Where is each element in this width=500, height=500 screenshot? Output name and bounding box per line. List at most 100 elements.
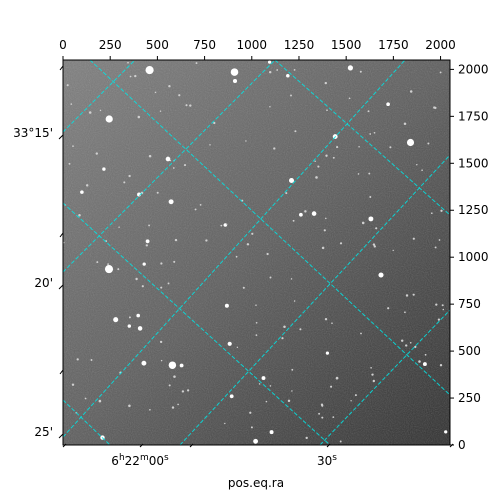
star	[414, 345, 417, 348]
sky-image	[63, 60, 450, 445]
star	[128, 174, 131, 178]
star	[315, 176, 318, 179]
star	[107, 263, 109, 265]
star	[159, 340, 163, 344]
top-tick-label: 1250	[284, 38, 315, 52]
star	[325, 351, 330, 355]
star	[368, 216, 374, 222]
star	[85, 184, 89, 187]
star	[235, 255, 238, 258]
star	[156, 191, 159, 194]
right-tick-label: 750	[458, 297, 481, 311]
star	[405, 344, 408, 347]
star	[249, 411, 252, 414]
bottom-tick-mark	[326, 443, 331, 448]
star	[311, 211, 317, 216]
star	[314, 160, 316, 163]
star	[104, 265, 114, 274]
star	[437, 318, 441, 321]
star	[416, 163, 418, 166]
star	[293, 69, 296, 71]
star	[71, 383, 75, 386]
star	[189, 104, 192, 107]
star	[168, 85, 171, 88]
star	[128, 404, 131, 408]
star	[266, 252, 269, 256]
star	[286, 73, 290, 78]
star	[339, 242, 343, 245]
star	[347, 65, 353, 71]
star	[96, 261, 99, 264]
star	[250, 426, 253, 429]
right-tick-label: 500	[458, 344, 481, 358]
top-tick-label: 1000	[237, 38, 268, 52]
star	[76, 358, 79, 361]
star	[99, 109, 102, 112]
star	[245, 140, 247, 142]
star	[167, 282, 170, 285]
star	[409, 90, 413, 93]
star	[350, 400, 352, 402]
star	[220, 224, 223, 227]
star	[88, 111, 92, 114]
star	[246, 243, 250, 246]
star	[173, 260, 176, 263]
star	[199, 204, 202, 206]
star	[418, 360, 421, 363]
star	[141, 360, 147, 366]
left-axis: 33°15' 20' 25'	[13, 65, 64, 439]
bottom-tick-mark	[62, 443, 67, 448]
star	[369, 133, 372, 135]
bottom-tick-mark	[449, 443, 454, 448]
left-tick-mark	[58, 134, 64, 140]
star	[168, 199, 174, 205]
star	[129, 75, 132, 78]
right-tick-label: 1250	[458, 203, 489, 217]
star	[367, 110, 370, 113]
star	[358, 146, 360, 148]
star	[378, 272, 384, 278]
star	[370, 366, 372, 369]
coordinate-grid	[63, 60, 450, 445]
star	[276, 69, 279, 71]
star	[409, 342, 412, 344]
star	[232, 78, 238, 84]
star	[267, 60, 272, 64]
star	[160, 262, 163, 265]
bottom-tick-label: 30s​	[317, 453, 337, 468]
star	[66, 84, 69, 87]
star	[255, 321, 258, 324]
star	[148, 224, 151, 227]
star	[371, 373, 374, 376]
star	[195, 62, 198, 65]
star	[386, 102, 390, 107]
star	[294, 130, 297, 133]
grid-line	[319, 309, 450, 445]
star	[72, 145, 74, 147]
star	[173, 375, 176, 378]
star	[361, 221, 365, 225]
left-tick-label: 33°15'	[13, 126, 53, 140]
star	[435, 303, 438, 306]
star	[102, 167, 106, 171]
star	[95, 152, 98, 155]
star	[400, 339, 404, 342]
left-tick-mark	[58, 433, 64, 439]
star	[304, 210, 307, 213]
star	[299, 328, 302, 331]
star	[137, 326, 143, 331]
grid-line	[179, 154, 450, 445]
star	[142, 262, 146, 266]
star	[181, 390, 185, 393]
left-tick-mark	[59, 232, 64, 238]
star	[255, 304, 257, 306]
star	[269, 106, 271, 108]
star	[168, 361, 177, 369]
star	[236, 346, 239, 349]
grid-line	[63, 399, 111, 445]
star	[84, 397, 87, 400]
star	[332, 156, 335, 159]
star	[375, 227, 378, 230]
star	[335, 376, 339, 380]
star	[321, 416, 324, 419]
